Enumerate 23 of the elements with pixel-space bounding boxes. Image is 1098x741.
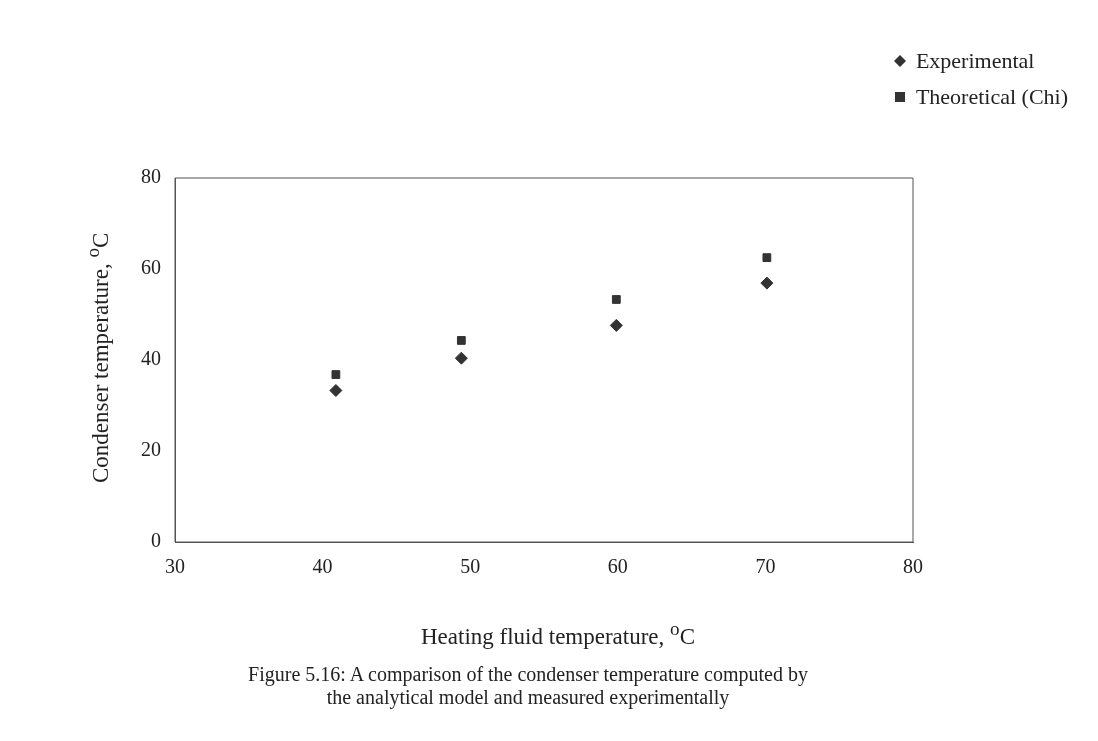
point	[609, 318, 623, 332]
point	[760, 276, 774, 290]
x-axis-title: Heating fluid temperature, $^{o}$C	[420, 618, 696, 650]
point	[329, 383, 343, 397]
x-tick-label: 60	[607, 555, 628, 578]
x-tick-label: 40	[312, 555, 333, 578]
point	[762, 253, 772, 263]
caption: Figure 5.16: A comparison of the condenser temperature computed by the analytical model and measured experimentally	[247, 663, 809, 709]
legend-label: Experimental	[915, 48, 1035, 74]
x-tick-label: 50	[460, 555, 481, 578]
legend-label: Theoretical (Chi)	[915, 84, 1068, 110]
x-tick-label: 80	[903, 555, 923, 578]
y-tick-label: 20	[141, 438, 161, 461]
point	[454, 351, 468, 365]
y-tick-label: 0	[151, 529, 161, 552]
y-tick-label: 80	[141, 165, 161, 188]
point	[456, 336, 466, 345]
point	[611, 295, 621, 304]
x-tick-label: 30	[165, 555, 185, 578]
x-tick-label: 70	[755, 555, 776, 578]
y-tick-label: 60	[141, 256, 161, 279]
y-tick-label: 40	[141, 347, 161, 370]
point	[331, 370, 341, 379]
